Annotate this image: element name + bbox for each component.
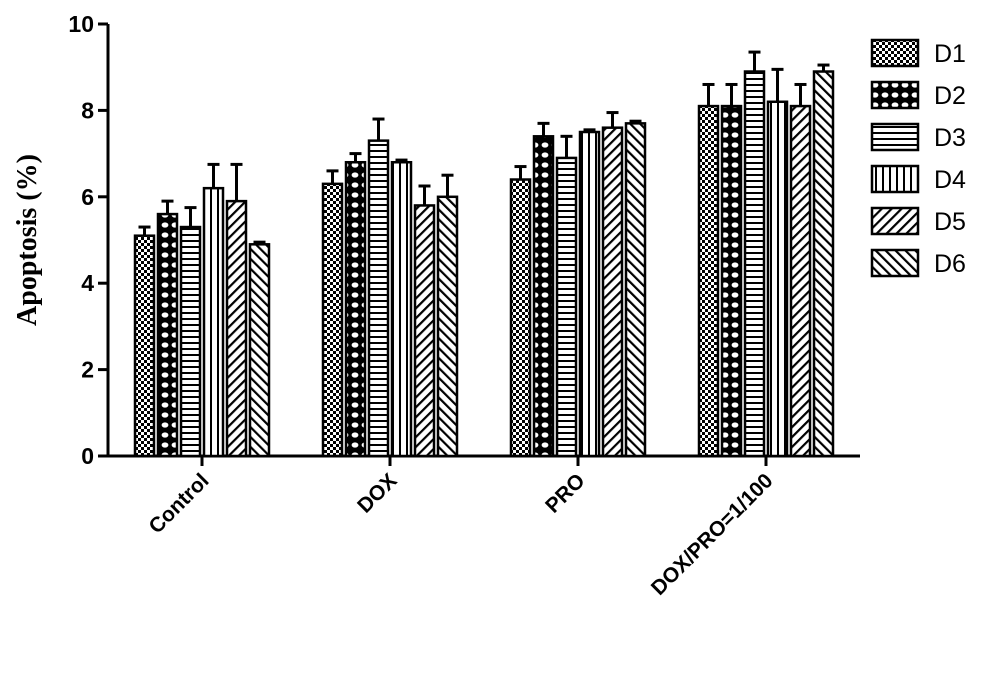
bar [390,160,413,458]
bar [413,204,436,458]
bar [555,156,578,458]
bars [133,50,835,458]
bar [321,182,344,458]
y-tick-label: 4 [81,270,94,296]
bar [743,70,766,458]
bar [436,195,459,458]
legend: D1 D2 D3 D4 D5 D6 [870,38,966,278]
bar [624,122,647,458]
bar [812,70,835,458]
bar [179,225,202,458]
bar [789,104,812,458]
bar [367,139,390,458]
y-tick-label: 10 [68,11,94,37]
y-tick-label: 8 [81,97,94,123]
y-tick-label: 0 [81,443,94,469]
category-label: Control [144,469,213,538]
bar [532,135,555,458]
bar [697,104,720,458]
bar [156,212,179,458]
bar [225,199,248,458]
bar [601,126,624,458]
legend-swatch [870,122,920,152]
y-tick-label: 6 [81,184,94,210]
category-label: DOX/PRO=1/100 [647,469,778,600]
bar [133,234,156,458]
legend-label: D2 [934,82,966,110]
category-label: PRO [541,469,589,517]
legend-swatch [870,248,920,278]
legend-label: D1 [934,40,966,68]
bar [720,104,743,458]
bar [766,100,789,458]
legend-swatch [870,80,920,110]
legend-label: D4 [934,166,966,194]
legend-label: D6 [934,250,966,278]
bar [344,160,367,458]
legend-label: D3 [934,124,966,152]
y-axis-label: Apoptosis (%) [12,154,43,326]
bar [202,186,225,458]
legend-swatch [870,164,920,194]
bar [248,243,271,458]
bar [509,178,532,458]
legend-swatch [870,38,920,68]
legend-swatch [870,206,920,236]
legend-label: D5 [934,208,966,236]
bar [578,130,601,458]
y-tick-label: 2 [81,357,94,383]
category-label: DOX [353,469,401,517]
